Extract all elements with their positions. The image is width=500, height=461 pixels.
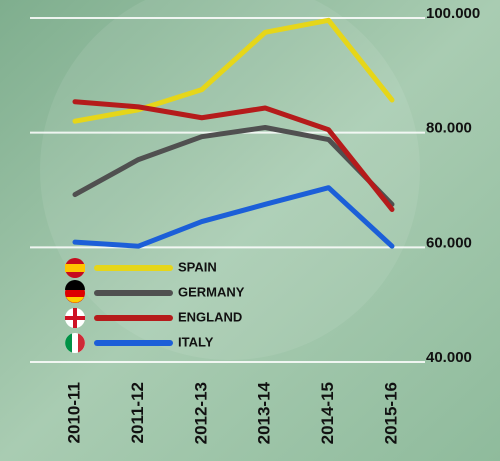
x-tick-label: 2011-12 — [128, 382, 147, 443]
flag-germany-band — [66, 297, 84, 303]
series-line — [72, 125, 395, 207]
y-tick-label: 40.000 — [426, 349, 472, 366]
flag-italy-band — [65, 333, 72, 353]
y-tick-label: 100.000 — [426, 5, 480, 22]
flags — [65, 258, 85, 353]
flag-germany-band — [65, 280, 85, 290]
x-tick-label: 2015-16 — [381, 382, 400, 444]
legend-label: SPAIN — [178, 259, 217, 274]
flag-england-cross — [65, 316, 85, 320]
x-tick-label: 2013-14 — [255, 381, 274, 444]
series-line — [72, 99, 395, 212]
x-tick-label: 2014-15 — [318, 382, 337, 444]
legend-label: GERMANY — [178, 284, 245, 299]
series-line — [72, 17, 395, 124]
x-tick-label: 2012-13 — [191, 382, 210, 444]
y-tick-label: 80.000 — [426, 120, 472, 137]
x-tick-label: 2010-11 — [64, 382, 83, 443]
flag-italy-band — [78, 333, 85, 353]
series-line — [72, 185, 395, 249]
legend-label: ENGLAND — [178, 309, 242, 324]
legend-label: ITALY — [178, 334, 214, 349]
y-tick-label: 60.000 — [426, 234, 472, 251]
flag-spain-band — [65, 264, 85, 272]
